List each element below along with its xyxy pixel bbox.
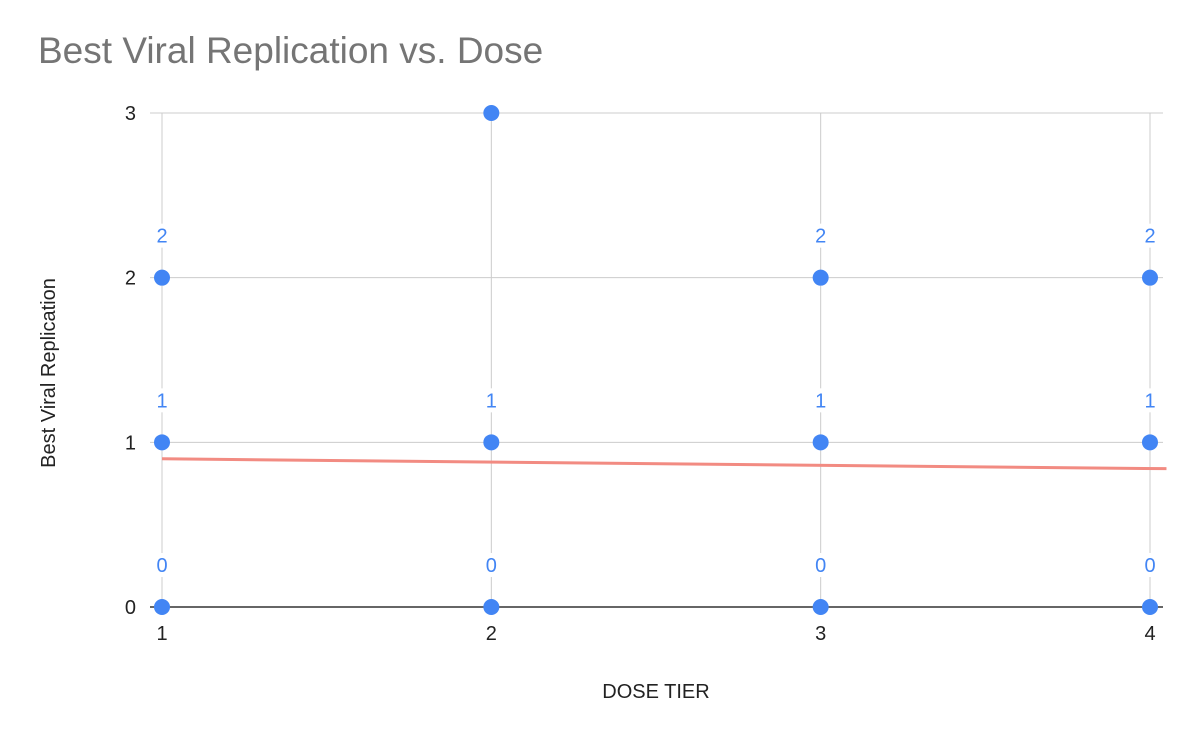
data-label-bg <box>1142 388 1158 413</box>
trendline-layer <box>161 457 1167 471</box>
data-point <box>1142 434 1158 451</box>
data-point <box>1142 599 1158 615</box>
x-tick-label-4: 4 <box>1144 623 1155 645</box>
data-label: 1 <box>156 390 167 412</box>
data-point <box>483 434 500 451</box>
data-label-bg <box>812 553 829 577</box>
data-label-bg <box>812 223 829 248</box>
data-label-bg <box>1142 223 1158 248</box>
data-label-bg <box>154 553 170 577</box>
data-point <box>812 434 829 451</box>
data-label: 2 <box>815 226 826 248</box>
data-label-bg <box>154 223 170 248</box>
data-point <box>812 269 829 286</box>
data-label-bg <box>154 388 170 413</box>
data-label: 2 <box>156 226 167 248</box>
y-tick-label-0: 0 <box>125 597 136 619</box>
y-tick-label-2: 2 <box>125 268 136 290</box>
x-axis-title: DOSE TIER <box>602 681 709 703</box>
data-label: 1 <box>486 390 497 412</box>
trendline <box>161 457 1167 471</box>
data-label: 0 <box>486 555 497 577</box>
data-labels: 0 1 2 0 1 0 1 2 0 1 2 <box>154 223 1158 577</box>
data-label: 1 <box>815 390 826 412</box>
data-point <box>154 434 170 451</box>
data-label: 2 <box>1144 226 1155 248</box>
data-point <box>154 599 170 615</box>
data-label: 0 <box>815 555 826 577</box>
data-label: 0 <box>1144 555 1155 577</box>
data-points <box>154 105 1158 615</box>
x-tick-label-3: 3 <box>815 623 826 645</box>
chart-title: Best Viral Replication vs. Dose <box>38 30 544 71</box>
data-label-bg <box>1142 553 1158 577</box>
data-label-bg <box>483 553 500 577</box>
data-label: 1 <box>1144 390 1155 412</box>
y-tick-label-3: 3 <box>125 103 136 125</box>
x-tick-label-1: 1 <box>156 623 167 645</box>
data-label: 0 <box>156 555 167 577</box>
data-point <box>154 269 170 286</box>
data-label-bg <box>483 388 500 413</box>
data-point <box>483 105 500 121</box>
data-point <box>483 599 500 615</box>
y-axis-title: Best Viral Replication <box>38 278 60 468</box>
x-tick-label-2: 2 <box>486 623 497 645</box>
data-point <box>1142 269 1158 286</box>
data-label-bg <box>812 388 829 413</box>
data-point <box>812 599 829 615</box>
y-tick-label-1: 1 <box>125 432 136 454</box>
grid <box>150 112 1163 607</box>
